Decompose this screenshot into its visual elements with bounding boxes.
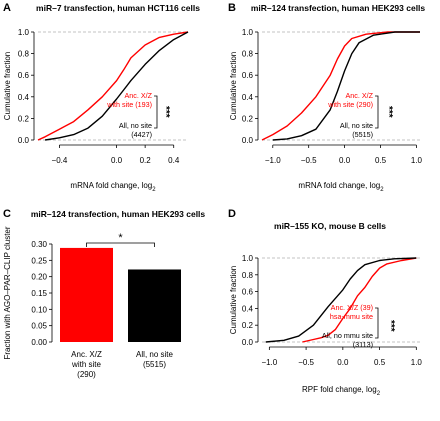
x-tick-label: −1.0 — [261, 358, 277, 367]
significance-stars: *** — [160, 106, 171, 118]
category-label: (290) — [77, 370, 96, 379]
panel-a-plot: 0.0 0.2 0.4 0.6 0.8 1.0 −0.4 0.0 0.2 0.4 Cumulativ… — [3, 28, 189, 193]
category-label: Anc. X/Z — [71, 350, 102, 359]
y-tick-label: 0.0 — [242, 338, 254, 347]
x-tick-label: 0.0 — [339, 156, 351, 165]
category-label: All, no site — [136, 350, 173, 359]
x-tick-label: 0.5 — [375, 156, 387, 165]
x-tick-label: −0.5 — [298, 358, 314, 367]
panel-c-letter: C — [3, 208, 11, 220]
y-tick-label: 1.0 — [18, 28, 30, 37]
x-tick-label: 0.5 — [374, 358, 386, 367]
legend-nosite-label: All, no mmu site — [322, 331, 373, 340]
significance-bracket — [86, 242, 155, 247]
legend-site-label: Anc. X/Z — [345, 91, 373, 100]
panel-b: B miR–124 transfection, human HEK293 cel… — [228, 2, 425, 193]
panel-d-title: miR–155 KO, mouse B cells — [274, 221, 386, 231]
panel-d-letter: D — [228, 208, 236, 220]
y-tick-label: 0.2 — [18, 114, 30, 123]
x-tick-label: 0.0 — [337, 358, 349, 367]
series-line-site — [37, 31, 189, 141]
y-axis-label: Cumulative fraction — [229, 52, 238, 120]
y-axis-label: Fraction with AGO–PAR–CLIP cluster — [3, 226, 12, 359]
significance-stars: *** — [383, 106, 394, 118]
x-tick-label: 0.2 — [140, 156, 152, 165]
significance-bracket — [154, 95, 158, 129]
y-tick-label: 0.4 — [18, 93, 30, 102]
x-axis-label-subscript: 2 — [377, 391, 381, 397]
legend-site-label: Anc. X/Z (39) — [331, 303, 373, 312]
x-axis-label: mRNA fold change, log2 — [298, 181, 384, 193]
bar-site — [60, 247, 113, 342]
x-tick-label: 1.0 — [411, 156, 423, 165]
category-label: (5515) — [143, 360, 166, 369]
x-axis-label-subscript: 2 — [380, 187, 384, 193]
y-tick-label: 0.0 — [242, 136, 254, 145]
x-axis-label: RPF fold change, log2 — [302, 385, 381, 397]
series-line-site — [302, 257, 417, 343]
x-tick-label: −0.5 — [301, 156, 317, 165]
legend-nosite-label: All, no site — [119, 121, 152, 130]
panel-c: C miR–124 transfection, human HEK293 cel… — [3, 208, 205, 379]
y-tick-label: 0.05 — [31, 322, 47, 331]
panel-c-title: miR–124 transfection, human HEK293 cells — [31, 209, 206, 219]
y-tick-label: 0.6 — [18, 71, 30, 80]
series-line-site — [261, 31, 420, 141]
y-tick-label: 0.8 — [242, 50, 254, 59]
y-tick-label: 0.2 — [242, 114, 254, 123]
y-tick-label: 0.10 — [31, 305, 47, 314]
significance-star: * — [118, 232, 123, 244]
x-tick-label: 1.0 — [411, 358, 423, 367]
panel-d: D miR–155 KO, mouse B cells 0.0 0.2 0.4 0.6… — [228, 208, 422, 397]
y-tick-label: 0.4 — [242, 93, 254, 102]
significance-bracket — [375, 95, 379, 129]
x-tick-label: 0.0 — [111, 156, 123, 165]
y-tick-label: 1.0 — [242, 254, 254, 263]
legend-nosite-label: (4427) — [131, 130, 152, 139]
legend-site-label: hsa-mmu site — [330, 312, 373, 321]
x-tick-label: 0.4 — [168, 156, 180, 165]
y-tick-label: 0.6 — [242, 288, 254, 297]
series-line-nosite — [272, 31, 420, 141]
y-tick-label: 0.2 — [242, 321, 254, 330]
legend-site-label: Anc. X/Z — [124, 91, 152, 100]
series-line-nosite — [265, 257, 417, 343]
legend-nosite-label: (3113) — [353, 340, 373, 349]
panel-b-letter: B — [228, 2, 236, 14]
y-tick-label: 0.8 — [18, 50, 30, 59]
panel-a: A miR–7 transfection, human HCT116 cells… — [3, 2, 200, 193]
panel-d-plot: 0.0 0.2 0.4 0.6 0.8 1.0 −1.0 −0.5 0.0 0.5 1.0 Cumul… — [229, 254, 422, 397]
panel-b-plot: 0.0 0.2 0.4 0.6 0.8 1.0 −1.0 −0.5 0.0 0.5 1.0 Cumul… — [229, 28, 423, 193]
legend-site-label: with site (290) — [327, 100, 373, 109]
significance-stars: *** — [385, 320, 396, 332]
panel-a-title: miR–7 transfection, human HCT116 cells — [36, 3, 200, 13]
y-tick-label: 0.15 — [31, 289, 47, 298]
panel-b-title: miR–124 transfection, human HEK293 cells — [251, 3, 426, 13]
y-tick-label: 0.6 — [242, 71, 254, 80]
y-tick-label: 1.0 — [242, 28, 254, 37]
bar-nosite — [128, 269, 181, 342]
y-axis-label: Cumulative fraction — [3, 52, 12, 120]
category-label: with site — [71, 360, 101, 369]
legend-site-label: with site (193) — [106, 100, 152, 109]
x-axis-label: mRNA fold change, log2 — [70, 181, 156, 193]
legend-nosite-label: (5515) — [352, 130, 373, 139]
y-tick-label: 0.30 — [31, 240, 47, 249]
significance-bracket — [375, 307, 379, 339]
y-tick-label: 0.00 — [31, 338, 47, 347]
series-line-nosite — [44, 31, 189, 141]
y-tick-label: 0.8 — [242, 271, 254, 280]
panel-a-letter: A — [3, 2, 11, 14]
x-tick-label: −0.4 — [52, 156, 68, 165]
y-axis-label: Cumulative fraction — [229, 266, 238, 334]
y-tick-label: 0.20 — [31, 273, 47, 282]
y-tick-label: 0.4 — [242, 304, 254, 313]
x-tick-label: −1.0 — [265, 156, 281, 165]
y-tick-label: 0.0 — [18, 136, 30, 145]
panel-c-plot: 0.00 0.05 0.10 0.15 0.20 0.25 0.30 Fraction wit… — [3, 226, 181, 379]
legend-nosite-label: All, no site — [340, 121, 373, 130]
y-tick-label: 0.25 — [31, 256, 47, 265]
x-axis-label-subscript: 2 — [152, 187, 156, 193]
